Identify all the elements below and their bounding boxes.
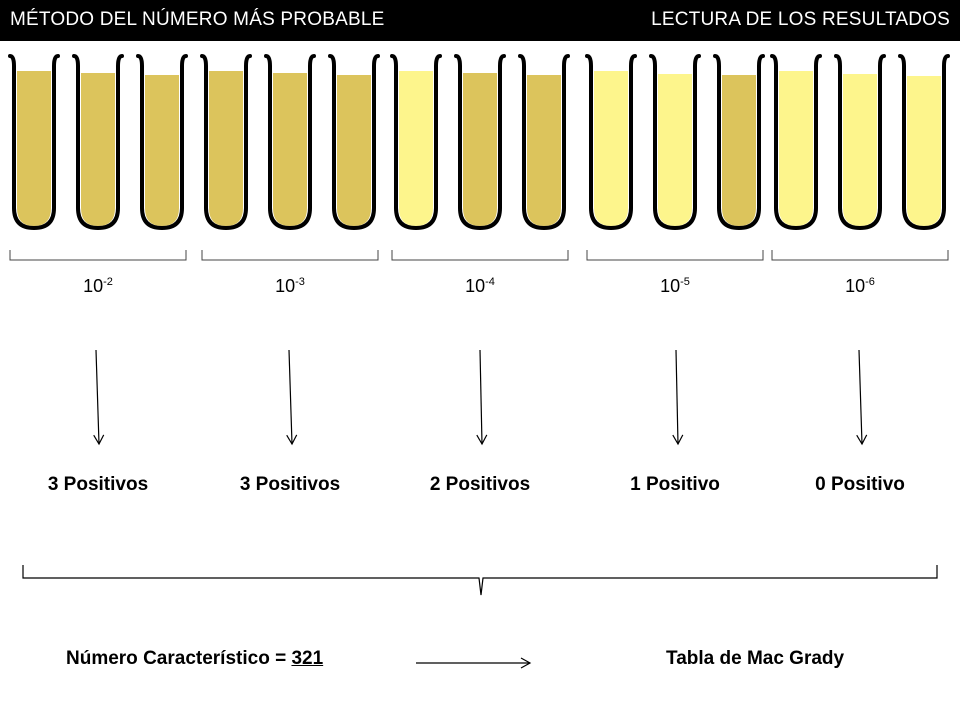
tube-4-3 [713, 54, 765, 231]
tube-5-3 [898, 54, 950, 231]
dilution-exponent: -6 [865, 276, 875, 288]
tube-liquid-negative [337, 75, 371, 226]
dilution-label-3: 10-4 [440, 276, 520, 297]
diagram-title: MÉTODO DEL NÚMERO MÁS PROBABLE [10, 9, 385, 30]
tube-1-1 [8, 54, 60, 231]
tube-outline [72, 54, 124, 231]
dilution-bracket-5 [771, 250, 949, 261]
header-bar: MÉTODO DEL NÚMERO MÁS PROBABLE LECTURA D… [0, 0, 960, 41]
dilution-base: 10 [845, 276, 866, 296]
tube-outline [834, 54, 886, 231]
tube-liquid-negative [463, 73, 497, 226]
dilution-label-1: 10-2 [58, 276, 138, 297]
mac-grady-table-label: Tabla de Mac Grady [666, 648, 845, 669]
result-1: 3 Positivos [47, 474, 149, 495]
dilution-exponent: -2 [103, 276, 113, 288]
tube-liquid-positive [594, 71, 628, 226]
tube-outline [136, 54, 188, 231]
dilution-bracket-1 [9, 250, 187, 261]
dilution-exponent: -3 [295, 276, 305, 288]
tube-outline [8, 54, 60, 231]
tube-4-2 [649, 54, 701, 231]
tube-3-3 [518, 54, 570, 231]
tube-3-2 [454, 54, 506, 231]
tube-1-3 [136, 54, 188, 231]
result-arrows [93, 349, 868, 446]
tube-outline [770, 54, 822, 231]
tube-outline [713, 54, 765, 231]
tube-liquid-negative [17, 71, 51, 226]
tube-outline [328, 54, 380, 231]
result-2: 3 Positivos [239, 474, 341, 495]
tube-liquid-positive [399, 71, 433, 226]
result-5: 0 Positivo [815, 474, 905, 495]
tube-outline [518, 54, 570, 231]
characteristic-number-label: Número Característico = [66, 648, 292, 669]
tube-5-2 [834, 54, 886, 231]
tube-liquid-negative [527, 75, 561, 226]
tube-5-1 [770, 54, 822, 231]
tube-liquid-negative [273, 73, 307, 226]
tube-outline [200, 54, 252, 231]
characteristic-number: Número Característico = 321 [66, 648, 323, 670]
tube-liquid-positive [779, 71, 813, 226]
tube-liquid-positive [907, 76, 941, 226]
tube-liquid-negative [209, 71, 243, 226]
tube-4-1 [585, 54, 637, 231]
tube-outline [454, 54, 506, 231]
dilution-bracket-3 [391, 250, 569, 261]
summary-brace [22, 565, 938, 596]
tube-liquid-positive [658, 74, 692, 226]
dilution-label-2: 10-3 [250, 276, 330, 297]
tube-liquid-negative [81, 73, 115, 226]
dilution-exponent: -5 [680, 276, 690, 288]
result-arrow-2 [286, 349, 298, 446]
tube-2-1 [200, 54, 252, 231]
dilution-label-4: 10-5 [635, 276, 715, 297]
characteristic-number-value: 321 [291, 648, 324, 669]
result-4: 1 Positivo [630, 474, 720, 495]
tube-liquid-negative [145, 75, 179, 226]
tube-2-2 [264, 54, 316, 231]
tube-outline [264, 54, 316, 231]
tube-outline [898, 54, 950, 231]
tubes-layer [8, 54, 950, 231]
diagram-subtitle: LECTURA DE LOS RESULTADOS [651, 9, 950, 30]
tube-3-1 [390, 54, 442, 231]
tube-outline [649, 54, 701, 231]
tube-liquid-negative [722, 75, 756, 226]
dilution-label-5: 10-6 [820, 276, 900, 297]
dilution-bracket-2 [201, 250, 379, 261]
result-arrow-4 [672, 349, 684, 446]
dilution-base: 10 [83, 276, 104, 296]
result-arrow-3 [476, 349, 488, 446]
tube-outline [390, 54, 442, 231]
result-arrow-1 [93, 349, 105, 446]
dilution-base: 10 [275, 276, 296, 296]
tube-outline [585, 54, 637, 231]
tube-liquid-positive [843, 74, 877, 226]
result-3: 2 Positivos [429, 474, 531, 495]
dilution-brackets [9, 250, 949, 261]
result-arrow-5 [856, 349, 868, 446]
dilution-base: 10 [660, 276, 681, 296]
dilution-bracket-4 [586, 250, 764, 261]
dilution-base: 10 [465, 276, 486, 296]
tube-1-2 [72, 54, 124, 231]
dilution-exponent: -4 [485, 276, 495, 288]
tube-2-3 [328, 54, 380, 231]
